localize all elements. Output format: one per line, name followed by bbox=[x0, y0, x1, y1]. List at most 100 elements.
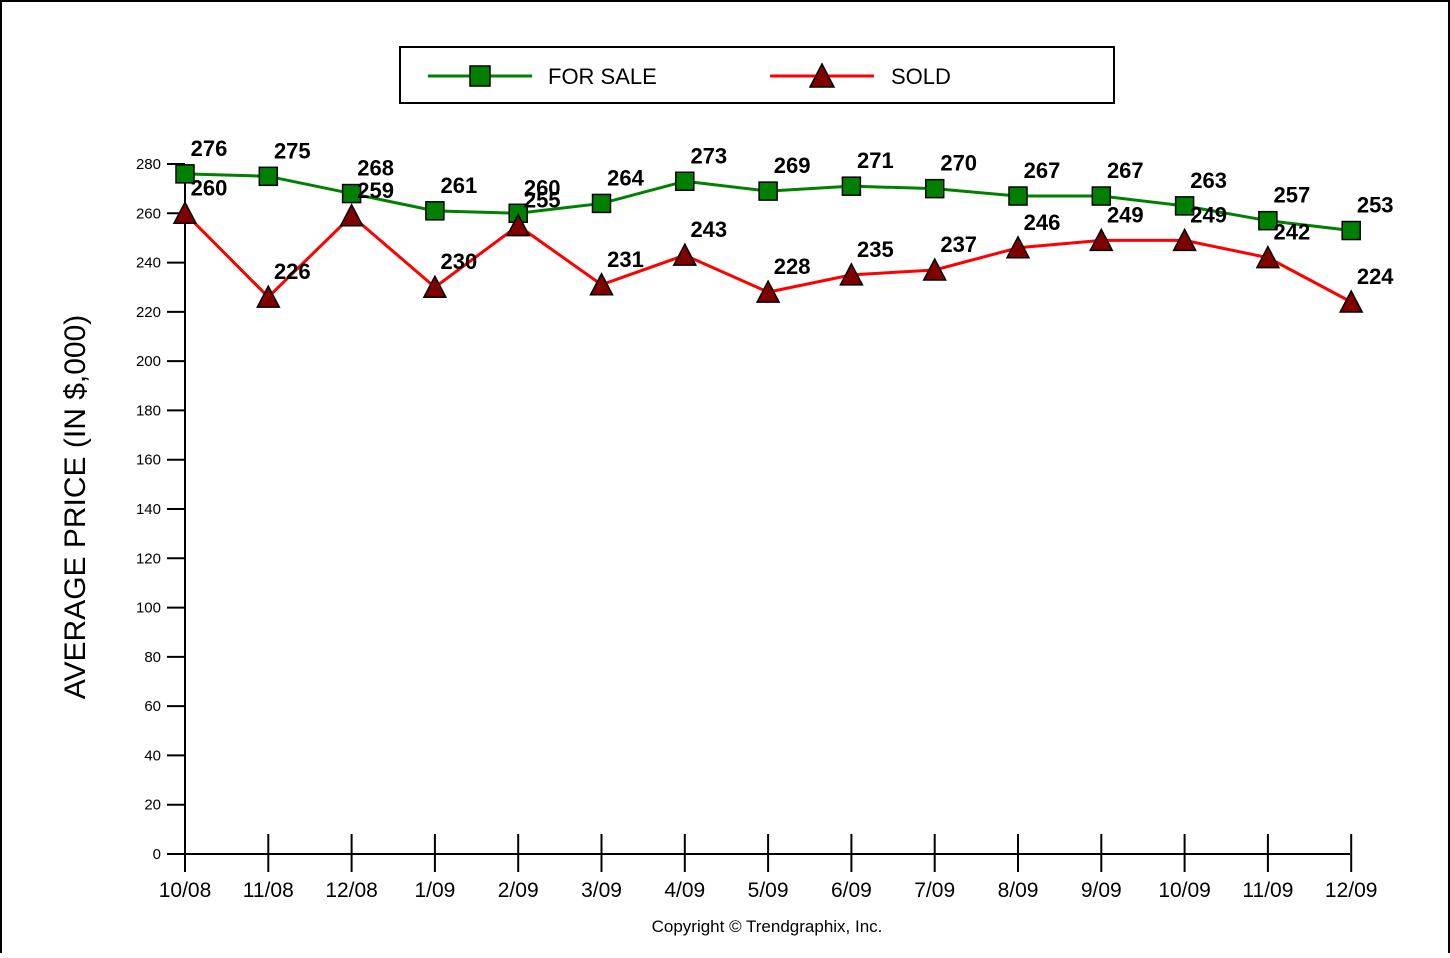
data-label-for-sale: 267 bbox=[1024, 158, 1061, 183]
data-point-sold bbox=[172, 200, 198, 225]
data-point-for-sale bbox=[758, 181, 778, 201]
data-label-sold: 242 bbox=[1274, 220, 1311, 245]
copyright-text: Copyright © Trendgraphix, Inc. bbox=[652, 917, 883, 936]
data-label-for-sale: 270 bbox=[940, 151, 977, 176]
y-tick-label: 240 bbox=[136, 255, 161, 272]
data-label-sold: 249 bbox=[1190, 202, 1227, 227]
data-label-sold: 224 bbox=[1357, 264, 1394, 289]
legend-label-sold: SOLD bbox=[891, 64, 951, 89]
data-label-sold: 260 bbox=[191, 175, 228, 200]
data-point-sold bbox=[339, 203, 364, 227]
legend-label-for-sale: FOR SALE bbox=[548, 64, 657, 89]
data-point-sold bbox=[1089, 227, 1114, 252]
x-tick-label: 12/08 bbox=[325, 879, 378, 902]
data-point-sold bbox=[1338, 289, 1364, 313]
data-label-for-sale: 268 bbox=[357, 156, 394, 181]
y-tick-label: 60 bbox=[144, 698, 161, 715]
x-tick-label: 12/09 bbox=[1325, 879, 1378, 902]
data-label-sold: 237 bbox=[940, 232, 977, 257]
data-label-sold: 259 bbox=[357, 178, 394, 203]
x-tick-label: 3/09 bbox=[581, 879, 622, 902]
y-tick-label: 100 bbox=[136, 600, 161, 617]
data-label-for-sale: 264 bbox=[607, 165, 644, 190]
x-tick-label: 1/09 bbox=[414, 879, 455, 902]
data-point-sold bbox=[1005, 235, 1031, 259]
data-point-sold bbox=[922, 257, 947, 281]
data-point-for-sale bbox=[258, 166, 279, 187]
data-point-sold bbox=[839, 262, 864, 286]
data-point-sold bbox=[422, 274, 448, 298]
data-point-for-sale bbox=[591, 193, 612, 214]
legend: FOR SALE SOLD bbox=[399, 46, 1115, 104]
x-ticks: 10/08 11/08 12/08 1/09 2/09 3/09 4/09 5/09 6/09 7… bbox=[159, 834, 1378, 902]
x-tick-label: 7/09 bbox=[914, 879, 955, 902]
data-point-for-sale bbox=[841, 176, 862, 196]
data-label-sold: 246 bbox=[1024, 210, 1061, 235]
x-tick-label: 10/08 bbox=[159, 879, 212, 902]
data-label-for-sale: 267 bbox=[1107, 158, 1144, 183]
legend-square-marker bbox=[469, 65, 491, 87]
data-point-for-sale bbox=[1174, 196, 1195, 216]
data-label-sold: 228 bbox=[774, 254, 811, 279]
y-tick-label: 280 bbox=[136, 156, 161, 173]
data-label-for-sale: 253 bbox=[1357, 193, 1394, 218]
y-tick-label: 140 bbox=[136, 501, 161, 518]
data-point-sold bbox=[1255, 245, 1281, 269]
y-tick-label: 0 bbox=[153, 846, 161, 863]
data-point-sold bbox=[755, 279, 781, 303]
y-tick-label: 260 bbox=[136, 205, 161, 222]
data-point-for-sale bbox=[1341, 220, 1361, 241]
data-label-for-sale: 257 bbox=[1274, 183, 1311, 208]
data-point-sold bbox=[1172, 227, 1197, 252]
data-point-for-sale bbox=[1091, 186, 1112, 206]
data-point-for-sale bbox=[425, 201, 445, 221]
x-tick-label: 11/08 bbox=[243, 879, 294, 902]
y-tick-label: 20 bbox=[144, 797, 161, 814]
data-point-for-sale bbox=[341, 183, 362, 204]
data-point-for-sale bbox=[175, 164, 195, 184]
data-label-sold: 249 bbox=[1107, 202, 1144, 227]
data-point-sold bbox=[672, 242, 698, 266]
y-axis-title: AVERAGE PRICE (IN $,000) bbox=[59, 315, 92, 700]
y-tick-label: 180 bbox=[136, 402, 161, 419]
data-label-for-sale: 276 bbox=[191, 136, 228, 161]
legend-item-sold: SOLD bbox=[770, 62, 951, 89]
x-tick-label: 8/09 bbox=[998, 879, 1039, 902]
data-point-sold bbox=[256, 284, 281, 308]
y-tick-label: 160 bbox=[136, 452, 161, 469]
data-label-for-sale: 260 bbox=[524, 175, 561, 200]
x-tick-label: 9/09 bbox=[1081, 879, 1122, 902]
data-label-for-sale: 269 bbox=[774, 153, 811, 178]
data-point-for-sale bbox=[675, 171, 695, 191]
y-tick-label: 120 bbox=[136, 550, 161, 567]
data-label-sold: 243 bbox=[690, 217, 727, 242]
series-layer bbox=[172, 164, 1364, 313]
data-label-for-sale: 261 bbox=[441, 173, 478, 198]
y-ticks: 0 20 40 60 80 100 120 140 160 180 200 220 240 260 280 bbox=[136, 156, 185, 863]
data-label-for-sale: 263 bbox=[1190, 168, 1227, 193]
data-point-for-sale bbox=[1258, 210, 1278, 231]
data-label-sold: 230 bbox=[441, 249, 478, 274]
legend-item-for-sale: FOR SALE bbox=[428, 64, 657, 89]
data-point-sold bbox=[589, 272, 614, 296]
data-label-sold: 235 bbox=[857, 237, 894, 262]
data-label-for-sale: 275 bbox=[274, 138, 311, 163]
axes: 020406080100120140160180200220240260280 … bbox=[136, 156, 1378, 902]
x-tick-label: 5/09 bbox=[748, 879, 789, 902]
y-tick-label: 80 bbox=[144, 649, 161, 666]
data-label-sold: 255 bbox=[524, 188, 561, 213]
x-tick-label: 6/09 bbox=[831, 879, 872, 902]
y-tick-label: 220 bbox=[136, 304, 161, 321]
data-point-sold bbox=[505, 212, 531, 237]
data-point-for-sale bbox=[1008, 186, 1028, 206]
legend-triangle-marker bbox=[808, 62, 836, 88]
x-tick-label: 10/09 bbox=[1158, 879, 1211, 902]
data-label-sold: 226 bbox=[274, 259, 311, 284]
y-tick-label: 200 bbox=[136, 353, 161, 370]
x-tick-label: 11/09 bbox=[1242, 879, 1293, 902]
data-label-for-sale: 273 bbox=[690, 143, 727, 168]
x-tick-label: 2/09 bbox=[498, 879, 539, 902]
x-tick-label: 4/09 bbox=[664, 879, 705, 902]
